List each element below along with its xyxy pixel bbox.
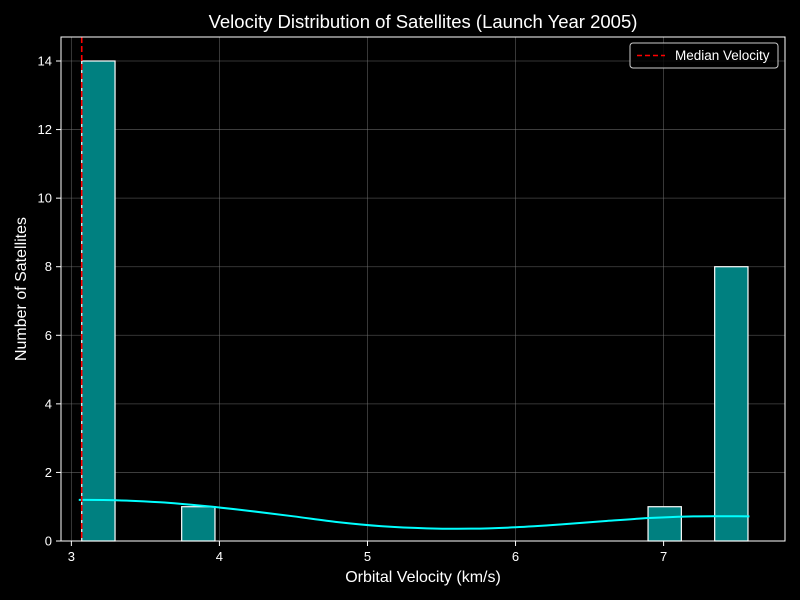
y-tick-label: 6 [45,328,52,343]
histogram-bar [181,506,216,542]
x-tick-label: 6 [512,549,519,564]
grid-lines [61,37,785,542]
y-tick-label: 8 [45,259,52,274]
x-tick-label: 3 [68,549,75,564]
y-tick-label: 2 [45,465,52,480]
legend-median-label: Median Velocity [675,48,770,63]
y-axis-ticks: 0 2 4 6 8 10 12 14 [38,54,61,549]
histogram-bar [81,60,116,542]
x-axis-label: Orbital Velocity (km/s) [345,569,501,586]
kde-curve [78,498,750,530]
histogram-bar [647,506,682,542]
y-tick-label: 10 [38,191,52,206]
y-tick-label: 0 [45,534,52,549]
x-axis-ticks: 3 4 5 6 7 [68,541,667,564]
legend: Median Velocity [629,42,779,69]
plot-frame [60,36,786,542]
y-tick-label: 12 [38,122,52,137]
x-tick-label: 5 [364,549,371,564]
y-axis-label: Number of Satellites [13,217,30,361]
histogram-bar [714,266,749,542]
y-tick-label: 14 [38,54,52,69]
legend-box [629,42,779,69]
histogram-bars [81,60,749,542]
x-tick-label: 7 [660,549,667,564]
x-tick-label: 4 [216,549,223,564]
y-tick-label: 4 [45,396,52,411]
kde-curve-group [78,498,750,530]
chart-title: Velocity Distribution of Satellites (Lau… [209,11,638,32]
